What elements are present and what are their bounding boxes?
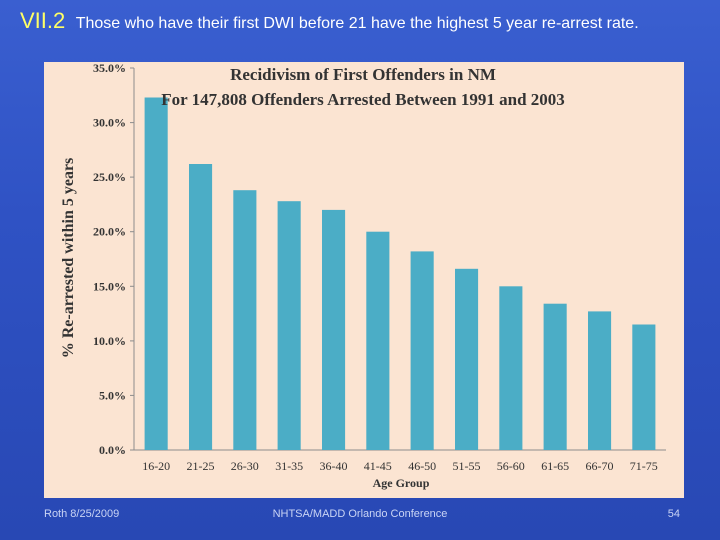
bar-41-45 xyxy=(366,231,390,450)
x-tick-label: 66-70 xyxy=(586,459,614,473)
y-tick-label: 30.0% xyxy=(93,116,126,130)
footer-page-number: 54 xyxy=(667,508,680,520)
y-tick-label: 10.0% xyxy=(93,334,126,348)
x-tick-label: 26-30 xyxy=(231,459,259,473)
x-tick-label: 16-20 xyxy=(142,459,170,473)
bar-31-35 xyxy=(277,201,301,450)
x-tick-label: 46-50 xyxy=(408,459,436,473)
slide-number: VII.2 xyxy=(20,8,66,33)
bar-71-75 xyxy=(632,324,656,450)
x-tick-label: 71-75 xyxy=(630,459,658,473)
footer-conference: NHTSA/MADD Orlando Conference xyxy=(272,508,448,520)
chart-title: Recidivism of First Offenders in NM xyxy=(230,65,496,84)
y-tick-label: 25.0% xyxy=(93,170,126,184)
y-tick-label: 0.0% xyxy=(99,443,126,457)
bar-46-50 xyxy=(410,251,434,450)
x-axis-label: Age Group xyxy=(373,476,430,490)
bar-36-40 xyxy=(322,209,346,450)
y-tick-label: 20.0% xyxy=(93,225,126,239)
slide-heading: Those who have their first DWI before 21… xyxy=(75,15,639,32)
y-tick-label: 15.0% xyxy=(93,279,126,293)
x-tick-label: 56-60 xyxy=(497,459,525,473)
bar-61-65 xyxy=(543,303,567,450)
bar-56-60 xyxy=(499,286,523,450)
x-tick-label: 31-35 xyxy=(275,459,303,473)
bar-51-55 xyxy=(455,268,479,450)
bar-16-20 xyxy=(144,97,168,450)
footer-author-date: Roth 8/25/2009 xyxy=(44,508,120,520)
bar-66-70 xyxy=(588,311,612,450)
y-tick-label: 35.0% xyxy=(93,61,126,75)
chart-subtitle: For 147,808 Offenders Arrested Between 1… xyxy=(161,90,565,109)
x-tick-label: 21-25 xyxy=(187,459,215,473)
y-tick-label: 5.0% xyxy=(99,388,126,402)
x-tick-label: 61-65 xyxy=(541,459,569,473)
bar-26-30 xyxy=(233,190,257,450)
bar-21-25 xyxy=(189,164,213,450)
x-tick-label: 51-55 xyxy=(453,459,481,473)
x-tick-label: 36-40 xyxy=(320,459,348,473)
y-axis-label: % Re-arrested within 5 years xyxy=(60,158,77,359)
slide-title: VII.2 Those who have their first DWI bef… xyxy=(20,8,720,34)
x-tick-label: 41-45 xyxy=(364,459,392,473)
